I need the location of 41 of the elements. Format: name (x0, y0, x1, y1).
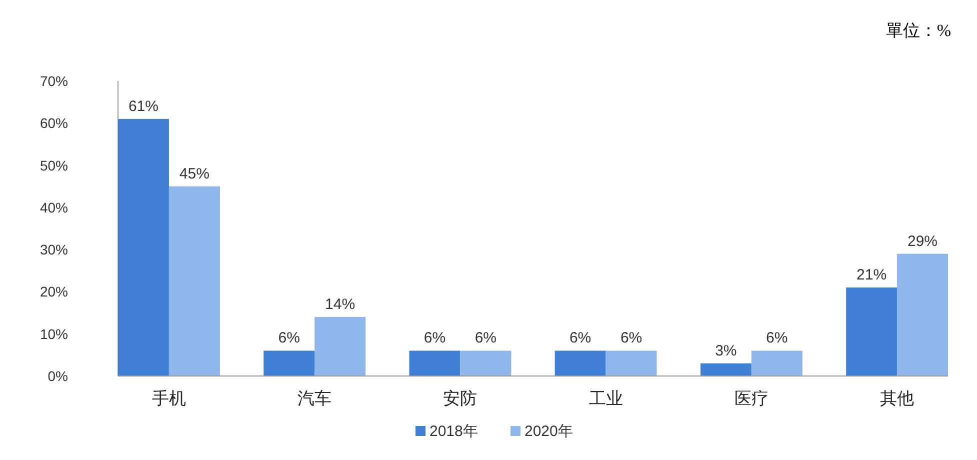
bar (846, 288, 898, 376)
bar (118, 118, 169, 376)
data-label: 14% (325, 296, 356, 313)
legend-label: 2020年 (524, 423, 573, 440)
data-label: 6% (569, 330, 592, 347)
y-tick-label: 30% (40, 242, 68, 258)
x-tick-label: 其他 (880, 389, 914, 408)
x-tick-label: 工业 (588, 389, 623, 408)
data-label: 45% (179, 165, 210, 182)
legend-label: 2018年 (430, 423, 478, 440)
y-tick-label: 20% (40, 284, 68, 300)
bar (606, 350, 657, 376)
data-label: 6% (766, 330, 788, 347)
bar (554, 350, 606, 376)
data-label: 29% (908, 232, 938, 250)
bar (409, 350, 460, 376)
data-label: 61% (128, 98, 158, 115)
data-label: 21% (856, 266, 887, 284)
x-tick-label: 手机 (152, 389, 186, 408)
bar (751, 350, 802, 376)
y-tick-label: 10% (40, 326, 68, 342)
bar (264, 350, 315, 376)
bar (897, 254, 948, 376)
data-label: 3% (715, 342, 737, 360)
y-tick-label: 60% (40, 115, 68, 132)
bar (314, 317, 366, 376)
x-tick-label: 安防 (443, 389, 478, 408)
data-label: 6% (620, 330, 642, 347)
bar (700, 363, 752, 376)
data-label: 6% (474, 330, 497, 347)
data-label: 6% (278, 330, 300, 347)
bar (168, 186, 220, 376)
data-label: 6% (424, 330, 446, 347)
bar (460, 350, 512, 376)
y-tick-label: 0% (48, 368, 68, 384)
text: 單位：% (886, 21, 951, 40)
x-tick-label: 汽车 (298, 389, 332, 408)
y-tick-label: 40% (40, 199, 68, 216)
x-tick-label: 医疗 (734, 389, 768, 408)
y-tick-label: 50% (40, 157, 68, 174)
y-tick-label: 70% (40, 73, 68, 89)
